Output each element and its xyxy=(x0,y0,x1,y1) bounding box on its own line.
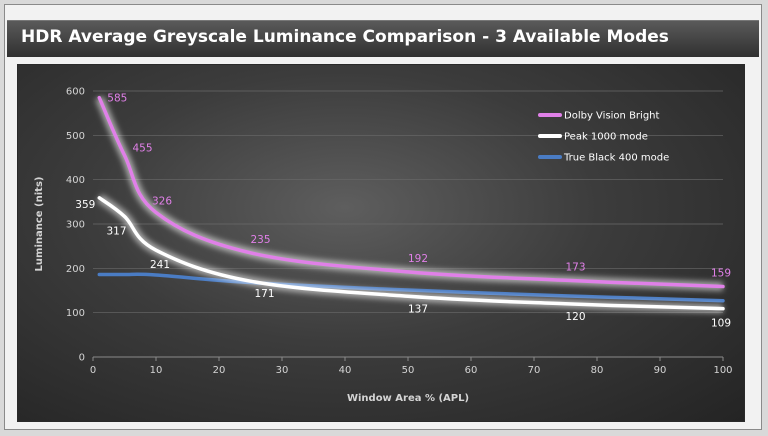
data-label: 109 xyxy=(711,318,731,330)
data-label: 120 xyxy=(566,311,586,323)
legend: Dolby Vision Bright Peak 1000 mode True Bl… xyxy=(538,111,669,164)
x-tick-label: 30 xyxy=(276,365,289,376)
x-tick-label: 50 xyxy=(402,365,415,376)
x-tick-label: 40 xyxy=(339,365,352,376)
x-tick-label: 90 xyxy=(654,365,667,376)
series-line xyxy=(97,196,725,311)
series-line xyxy=(97,95,725,289)
title-bar: HDR Average Greyscale Luminance Comparis… xyxy=(7,20,759,57)
data-label: 235 xyxy=(251,234,271,246)
chart-title: HDR Average Greyscale Luminance Comparis… xyxy=(21,27,669,47)
data-label: 455 xyxy=(133,142,153,154)
y-tick-label: 300 xyxy=(66,220,85,231)
data-label: 359 xyxy=(75,199,95,211)
x-tick-label: 80 xyxy=(591,365,604,376)
data-label: 159 xyxy=(711,268,731,280)
axes: 0 100 200 300 400 500 600 0 10 20 30 40 50 60 70 80 90 10… xyxy=(34,87,733,405)
legend-label: Peak 1000 mode xyxy=(564,132,648,143)
data-label: 173 xyxy=(566,261,586,273)
data-label: 317 xyxy=(107,225,127,237)
x-tick-label: 60 xyxy=(465,365,478,376)
data-label: 192 xyxy=(408,253,428,265)
legend-label: True Black 400 mode xyxy=(563,153,669,164)
data-label: 171 xyxy=(255,288,275,300)
y-tick-label: 100 xyxy=(66,308,85,319)
legend-label: Dolby Vision Bright xyxy=(564,111,659,122)
x-tick-label: 20 xyxy=(213,365,226,376)
line-chart: 0 100 200 300 400 500 600 0 10 20 30 40 50 60 70 80 90 10… xyxy=(34,87,733,405)
x-tick-label: 100 xyxy=(713,365,732,376)
data-label: 137 xyxy=(408,303,428,315)
data-label: 585 xyxy=(107,93,127,105)
data-label: 326 xyxy=(152,195,172,207)
y-tick-label: 400 xyxy=(66,175,85,186)
series-lines xyxy=(95,95,725,314)
y-tick-label: 500 xyxy=(66,131,85,142)
y-axis-title: Luminance (nits) xyxy=(34,177,45,272)
y-tick-label: 200 xyxy=(66,264,85,275)
y-tick-label: 600 xyxy=(66,87,85,98)
chart-area: 0 100 200 300 400 500 600 0 10 20 30 40 50 60 70 80 90 10… xyxy=(17,64,745,422)
x-tick-label: 0 xyxy=(90,365,96,376)
y-tick-label: 0 xyxy=(79,353,85,364)
x-axis-title: Window Area % (APL) xyxy=(347,393,469,404)
x-tick-label: 10 xyxy=(150,365,163,376)
x-tick-label: 70 xyxy=(528,365,541,376)
data-labels: 585 455 326 235 192 173 159 359 317 241 171 137 120 1… xyxy=(75,93,731,330)
data-label: 241 xyxy=(150,259,170,271)
